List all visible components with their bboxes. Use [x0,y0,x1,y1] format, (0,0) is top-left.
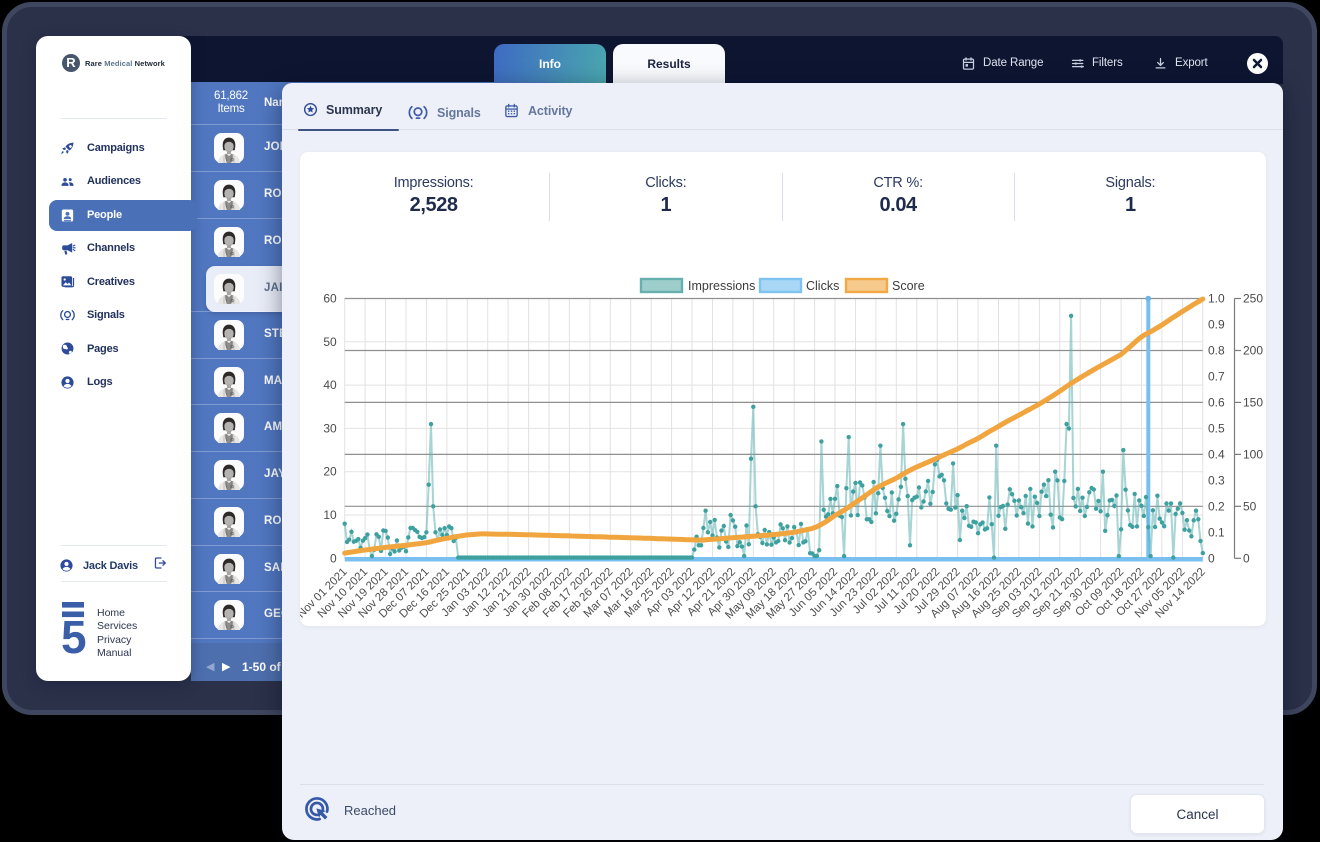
svg-text:Clicks: Clicks [806,279,839,293]
svg-text:200: 200 [1243,344,1263,358]
svg-text:60: 60 [323,292,337,306]
svg-text:50: 50 [1243,499,1257,513]
svg-text:10: 10 [323,508,337,522]
svg-text:0.8: 0.8 [1208,344,1225,358]
svg-text:0.2: 0.2 [1208,499,1225,513]
svg-text:0.4: 0.4 [1208,447,1225,461]
svg-text:0.6: 0.6 [1208,395,1225,409]
svg-text:0.9: 0.9 [1208,318,1225,332]
svg-text:0.7: 0.7 [1208,369,1225,383]
svg-text:0.3: 0.3 [1208,473,1225,487]
svg-text:40: 40 [323,378,337,392]
svg-text:0.5: 0.5 [1208,421,1225,435]
svg-text:0.1: 0.1 [1208,525,1225,539]
svg-text:100: 100 [1243,447,1263,461]
svg-text:0: 0 [1208,551,1215,565]
svg-text:250: 250 [1243,292,1263,306]
svg-text:20: 20 [323,465,337,479]
svg-text:0: 0 [330,551,337,565]
svg-text:Impressions: Impressions [688,279,755,293]
svg-text:0: 0 [1243,551,1250,565]
svg-text:150: 150 [1243,395,1263,409]
svg-text:30: 30 [323,421,337,435]
svg-text:Score: Score [892,279,925,293]
svg-text:50: 50 [323,335,337,349]
svg-text:1.0: 1.0 [1208,292,1225,306]
svg-text:5: 5 [61,611,87,656]
